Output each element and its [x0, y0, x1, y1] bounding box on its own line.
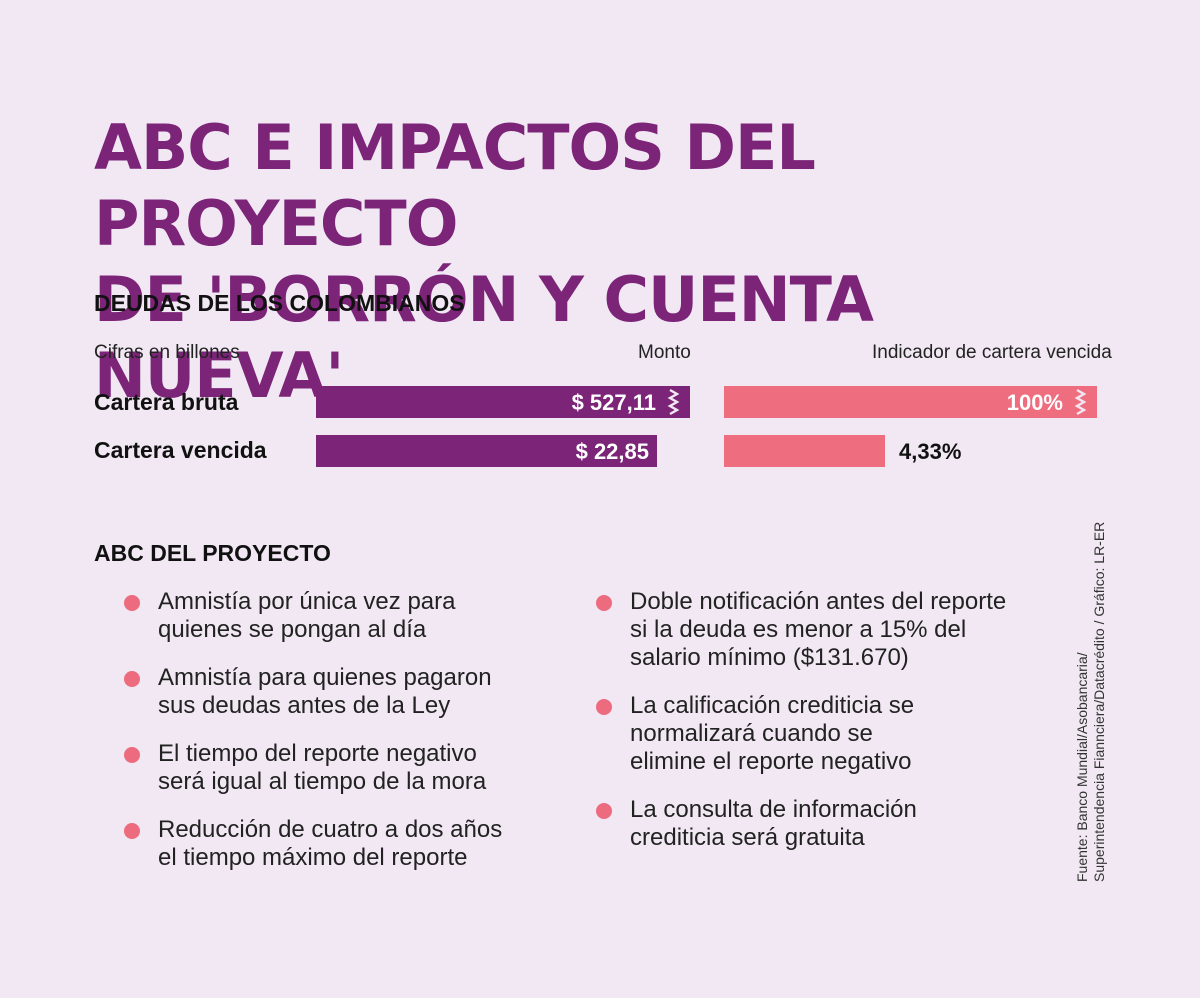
bar-monto-0 — [316, 386, 690, 418]
abc-item-line: normalizará cuando se — [630, 720, 873, 747]
bullet-dot-icon — [596, 595, 612, 611]
abc-list-item: Amnistía para quienes pagaron sus deudas … — [124, 664, 524, 720]
abc-list-right: Doble notificación antes del reporte si l… — [596, 588, 1056, 872]
abc-item-line: Amnistía por única vez para — [158, 588, 456, 615]
debts-bar-chart: $ 527,11 $ 22,85 100% 4,33% — [316, 386, 1097, 467]
break-mark-1-0 — [1074, 388, 1087, 416]
break-mark-0-0 — [667, 388, 680, 416]
data-label-indicador-1: 4,33% — [899, 439, 961, 464]
abc-list-item: La calificación crediticia se normalizará… — [596, 692, 1056, 776]
column-header-amount: Monto — [638, 342, 691, 363]
abc-list-item: El tiempo del reporte negativo será igual… — [124, 740, 524, 796]
bullet-dot-icon — [124, 671, 140, 687]
bar-indicador-0 — [724, 386, 1097, 418]
abc-item-line: el tiempo máximo del reporte — [158, 844, 468, 871]
section-abc-heading: ABC DEL PROYECTO — [94, 540, 331, 566]
bar-monto-1 — [316, 435, 657, 467]
abc-item-line: Reducción de cuatro a dos años — [158, 816, 503, 843]
abc-item-line: elimine el reporte negativo — [630, 748, 912, 775]
bullet-dot-icon — [124, 747, 140, 763]
source-line-2: Superintendencia Fiannciera/Datacrédito … — [1091, 521, 1107, 882]
abc-list-left: Amnistía por única vez para quienes se po… — [124, 588, 524, 892]
abc-item-line: El tiempo del reporte negativo — [158, 740, 477, 767]
source-credit: Fuente: Banco Mundial/Asobancaria/ Super… — [1074, 522, 1108, 882]
row-label-cartera-vencida: Cartera vencida — [94, 437, 267, 463]
title-line-1: ABC E IMPACTOS DEL PROYECTO — [94, 111, 816, 260]
bullet-dot-icon — [596, 699, 612, 715]
abc-list-item: Amnistía por única vez para quienes se po… — [124, 588, 524, 644]
title-line-2: DE 'BORRÓN Y CUENTA NUEVA' — [94, 263, 874, 412]
bar-indicador-1 — [724, 435, 885, 467]
data-label-monto-1: $ 22,85 — [576, 439, 649, 464]
bullet-dot-icon — [124, 595, 140, 611]
abc-item-line: quienes se pongan al día — [158, 616, 427, 643]
bullet-dot-icon — [596, 803, 612, 819]
abc-list-item: Doble notificación antes del reporte si l… — [596, 588, 1056, 672]
abc-item-line: Doble notificación antes del reporte — [630, 588, 1007, 615]
abc-item-line: Amnistía para quienes pagaron — [158, 664, 492, 691]
abc-list-item: Reducción de cuatro a dos años el tiempo … — [124, 816, 524, 872]
column-header-indicator: Indicador de cartera vencida — [872, 342, 1112, 363]
abc-item-line: La calificación crediticia se — [630, 692, 915, 719]
row-label-cartera-bruta: Cartera bruta — [94, 389, 239, 415]
abc-item-line: crediticia será gratuita — [630, 824, 865, 851]
page-title: ABC E IMPACTOS DEL PROYECTO DE 'BORRÓN Y… — [94, 110, 1134, 414]
units-note: Cifras en billones — [94, 342, 240, 363]
abc-item-line: será igual al tiempo de la mora — [158, 768, 487, 795]
abc-list-item: La consulta de información crediticia ser… — [596, 796, 1056, 852]
abc-item-line: La consulta de información — [630, 796, 917, 823]
abc-item-line: sus deudas antes de la Ley — [158, 692, 451, 719]
source-line-1: Fuente: Banco Mundial/Asobancaria/ — [1074, 652, 1090, 882]
abc-item-line: si la deuda es menor a 15% del — [630, 616, 967, 643]
bullet-dot-icon — [124, 823, 140, 839]
abc-item-line: salario mínimo ($131.670) — [630, 644, 909, 671]
data-label-indicador-0: 100% — [1007, 390, 1063, 415]
data-label-monto-0: $ 527,11 — [572, 390, 656, 415]
section-debts-heading: DEUDAS DE LOS COLOMBIANOS — [94, 290, 465, 316]
